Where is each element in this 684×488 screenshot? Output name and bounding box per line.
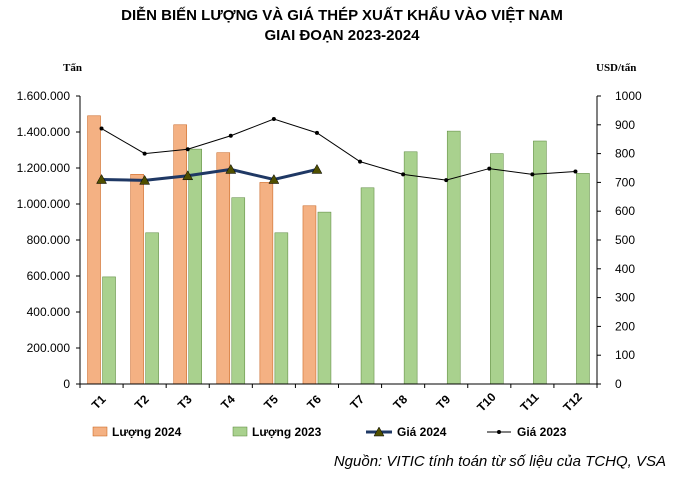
y-right-tick-label: 900 [615,118,635,132]
point-gia-2023-t9 [444,178,449,183]
legend-label-luong-2024: Lượng 2024 [112,425,182,439]
point-gia-2024-t4 [225,163,237,174]
y-right-tick-label: 600 [615,204,635,218]
legend-label-gia-2024: Giá 2024 [397,425,447,439]
point-gia-2023-t6 [314,130,319,135]
line-gia-2024 [101,167,318,182]
lines-layer [96,117,578,185]
x-tick-label-t1: T1 [89,392,109,412]
point-gia-2024-t6 [311,163,323,174]
source-note: Nguồn: VITIC tính toán từ số liệu của TC… [334,453,666,470]
bar-luong-2023-t2 [145,232,159,385]
y-left-tick-label: 1.400.000 [17,125,71,139]
point-gia-2023-t5 [271,117,276,122]
chart-title-line-1: DIỄN BIẾN LƯỢNG VÀ GIÁ THÉP XUẤT KHẨU VÀ… [121,6,563,24]
bar-luong-2023-t3 [188,148,202,385]
y-left-axis-label: Tấn [63,62,82,74]
x-tick-label-t2: T2 [132,392,152,412]
y-right-tick-label: 0 [615,377,622,391]
y-right-axis-label: USD/tấn [596,62,636,74]
bar-luong-2023-t12 [576,173,590,385]
x-tick-label-t5: T5 [261,392,281,412]
y-left-tick-label: 800.000 [27,233,71,247]
point-gia-2024-t3 [182,170,194,181]
y-right-tick-label: 300 [615,291,635,305]
bar-luong-2024-t3 [173,124,187,385]
point-gia-2023-t2 [142,151,147,156]
y-left-tick-label: 1.200.000 [17,161,71,175]
point-gia-2024-t1 [96,174,107,184]
point-gia-2023-t8 [401,172,406,177]
y-right-tick-label: 200 [615,319,635,333]
y-left-tick-label: 400.000 [27,305,71,319]
y-left-tick-label: 0 [63,377,70,391]
point-gia-2024-t2 [139,174,151,185]
line-gia-2023 [101,118,576,181]
point-gia-2023-t11 [530,172,535,177]
bar-luong-2023-t9 [446,130,461,385]
y-left-tick-label: 200.000 [27,341,71,355]
x-tick-label-t3: T3 [175,392,195,412]
y-right-tick-label: 100 [615,348,635,362]
y-right-tick-label: 1000 [615,89,642,103]
bar-luong-2024-t1 [87,115,101,385]
bar-luong-2024-t4 [216,152,231,385]
x-tick-label-t7: T7 [347,392,367,412]
x-tick-label-t9: T9 [433,392,453,412]
y-left-tick-label: 600.000 [27,269,71,283]
x-tick-label-t12: T12 [560,390,585,415]
bar-luong-2023-t6 [317,211,332,385]
bar-luong-2023-t11 [533,140,547,385]
point-gia-2023-t4 [228,133,233,138]
x-tick-label-t6: T6 [304,392,324,412]
point-gia-2023-t1 [99,126,104,131]
legend-marker-gia-2023 [497,430,501,434]
bar-luong-2023-t8 [403,151,418,385]
point-gia-2024-t5 [268,174,280,184]
legend-swatch-luong-2024 [92,426,108,437]
legend-marker-gia-2024 [373,426,385,437]
chart-title-line-2: GIAI ĐOẠN 2023-2024 [264,27,420,44]
legend: Lượng 2024 Lượng 2023 Giá 2024 Giá 2023 [92,425,567,439]
y-right-tick-label: 400 [615,262,635,276]
y-right-tick-label: 800 [615,147,635,161]
y-left-tick-label: 1.600.000 [17,89,71,103]
x-tick-label-t4: T4 [218,392,238,412]
point-gia-2023-t10 [487,166,492,171]
bar-luong-2023-t7 [360,187,375,385]
bar-luong-2024-t6 [302,205,317,385]
x-tick-label-t10: T10 [474,390,499,415]
x-tick-label-t8: T8 [390,392,410,412]
point-gia-2023-t7 [358,159,363,164]
bar-luong-2023-t10 [490,153,504,385]
bar-luong-2024-t5 [259,182,274,385]
x-tick-label-t11: T11 [518,390,542,414]
legend-label-luong-2023: Lượng 2023 [252,425,322,439]
y-left-tick-label: 1.000.000 [17,197,71,211]
legend-swatch-luong-2023 [232,426,248,437]
bars-layer [87,115,590,385]
y-right-tick-label: 700 [615,175,635,189]
legend-label-gia-2023: Giá 2023 [517,425,567,439]
y-right-tick-label: 500 [615,233,635,247]
point-gia-2023-t3 [185,147,190,152]
bar-luong-2023-t5 [274,232,289,385]
point-gia-2023-t12 [573,169,578,174]
bar-luong-2024-t2 [130,174,144,385]
bar-luong-2023-t1 [102,276,116,385]
bar-luong-2023-t4 [231,197,246,385]
